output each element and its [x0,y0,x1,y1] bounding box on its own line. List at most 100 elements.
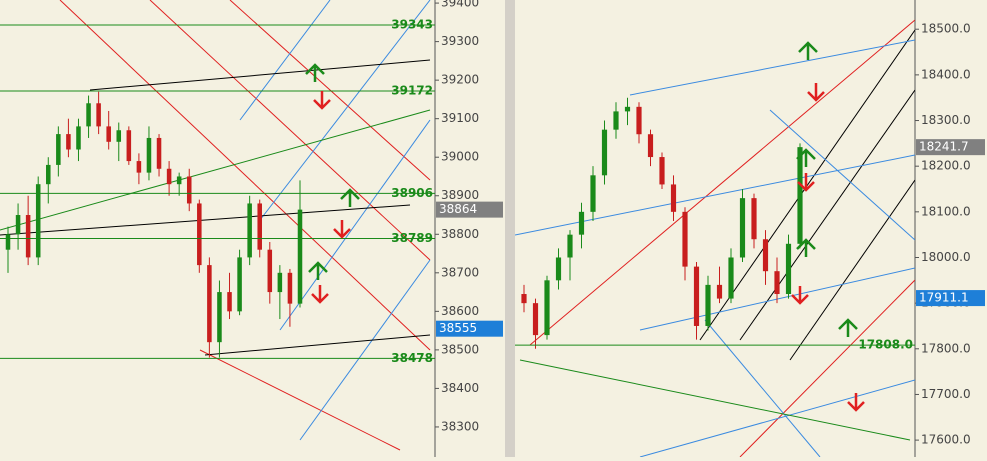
candle-body [624,106,631,112]
left-channels [0,0,431,451]
down-arrow [791,286,809,305]
y-tick-label: 39300 [441,34,479,48]
y-tick-label: 39000 [441,150,479,164]
up-arrow [340,188,360,207]
candle-body [544,280,550,336]
y-tick-label: 38700 [441,265,479,279]
candle-body [106,126,111,142]
candle-body [287,272,293,304]
candle-body [96,103,101,127]
candle-body [532,303,539,336]
y-tick-label: 17800.0 [921,341,971,355]
candles [521,97,803,349]
price-tag-label: 18241.7 [919,140,969,154]
candle-body [66,134,71,150]
candle-body [156,137,162,169]
up-arrow [798,41,818,60]
candle-body [15,215,21,235]
candle-body [693,266,700,326]
up-arrow [796,148,816,167]
channel-line [739,279,915,457]
candle-body [186,176,192,204]
candle-body [126,130,132,162]
candle-body [46,164,51,185]
candle-body [197,203,202,266]
y-tick-label: 18500.0 [921,22,971,36]
channel-line [199,349,401,451]
candle-body [762,239,769,272]
up-arrow [308,261,328,280]
up-arrow [305,63,325,82]
panel-separator [505,0,515,457]
candle-body [207,265,212,343]
channel-line [239,0,331,121]
down-arrow [807,83,825,102]
y-tick-label: 38900 [441,188,479,202]
candle-body [578,211,585,235]
y-tick-label: 38800 [441,227,479,241]
candle-body [86,103,91,127]
candle-body [166,168,172,185]
candle-body [613,111,619,130]
candle-body [267,249,273,293]
channel-line [204,334,431,356]
candle-body [217,292,222,343]
candle-body [227,292,232,312]
candle-body [785,243,792,295]
y-tick-label: 38400 [441,381,479,395]
channel-line [769,109,915,241]
y-tick-label: 39200 [441,73,479,87]
candle-body [636,106,642,135]
channel-line [739,89,915,341]
level-label: 39172 [391,83,433,97]
level-label: 39343 [391,18,433,32]
price-tag-label: 17911.1 [919,291,969,305]
channel-line [0,109,431,231]
y-tick-label: 18400.0 [921,67,971,81]
candle-body [670,184,677,212]
candle-body [739,198,746,258]
y-tick-label: 39400 [441,0,479,10]
y-tick-label: 39100 [441,111,479,125]
candle-body [297,209,303,304]
candle-body [76,126,81,150]
level-label: 38478 [391,351,433,365]
candle-body [5,234,11,250]
channel-line [229,0,431,181]
channel-line [59,0,431,351]
y-tick-label: 38500 [441,342,479,356]
level-label: 17808.0 [858,338,913,352]
y-tick-label: 18100.0 [921,204,971,218]
candle-body [136,161,142,173]
y-tick-label: 18000.0 [921,250,971,264]
price-tag-label: 38555 [439,321,477,335]
channel-line [529,19,915,346]
channel-line [629,39,915,96]
down-arrow [311,285,329,304]
channel-line [699,29,915,341]
down-arrow [313,91,331,110]
price-tag [916,139,985,156]
candle-body [728,257,734,299]
candle-body [56,134,61,165]
candle-body [146,137,152,173]
candle-body [567,234,573,258]
y-tick-label: 17600.0 [921,433,971,447]
up-arrow [838,318,858,337]
candle-body [751,198,757,240]
y-tick-label: 38300 [441,419,479,433]
channel-line [149,0,431,261]
candle-body [176,176,182,185]
candle-body [601,129,608,176]
candle-body [774,271,780,295]
candle-body [647,134,654,158]
up-arrow [796,238,816,257]
candle-body [25,215,31,258]
price-tag [916,290,985,307]
channel-line [519,359,911,441]
channel-line [89,59,431,91]
candle-body [35,184,41,258]
level-label: 38789 [391,231,433,245]
level-label: 38906 [391,186,433,200]
